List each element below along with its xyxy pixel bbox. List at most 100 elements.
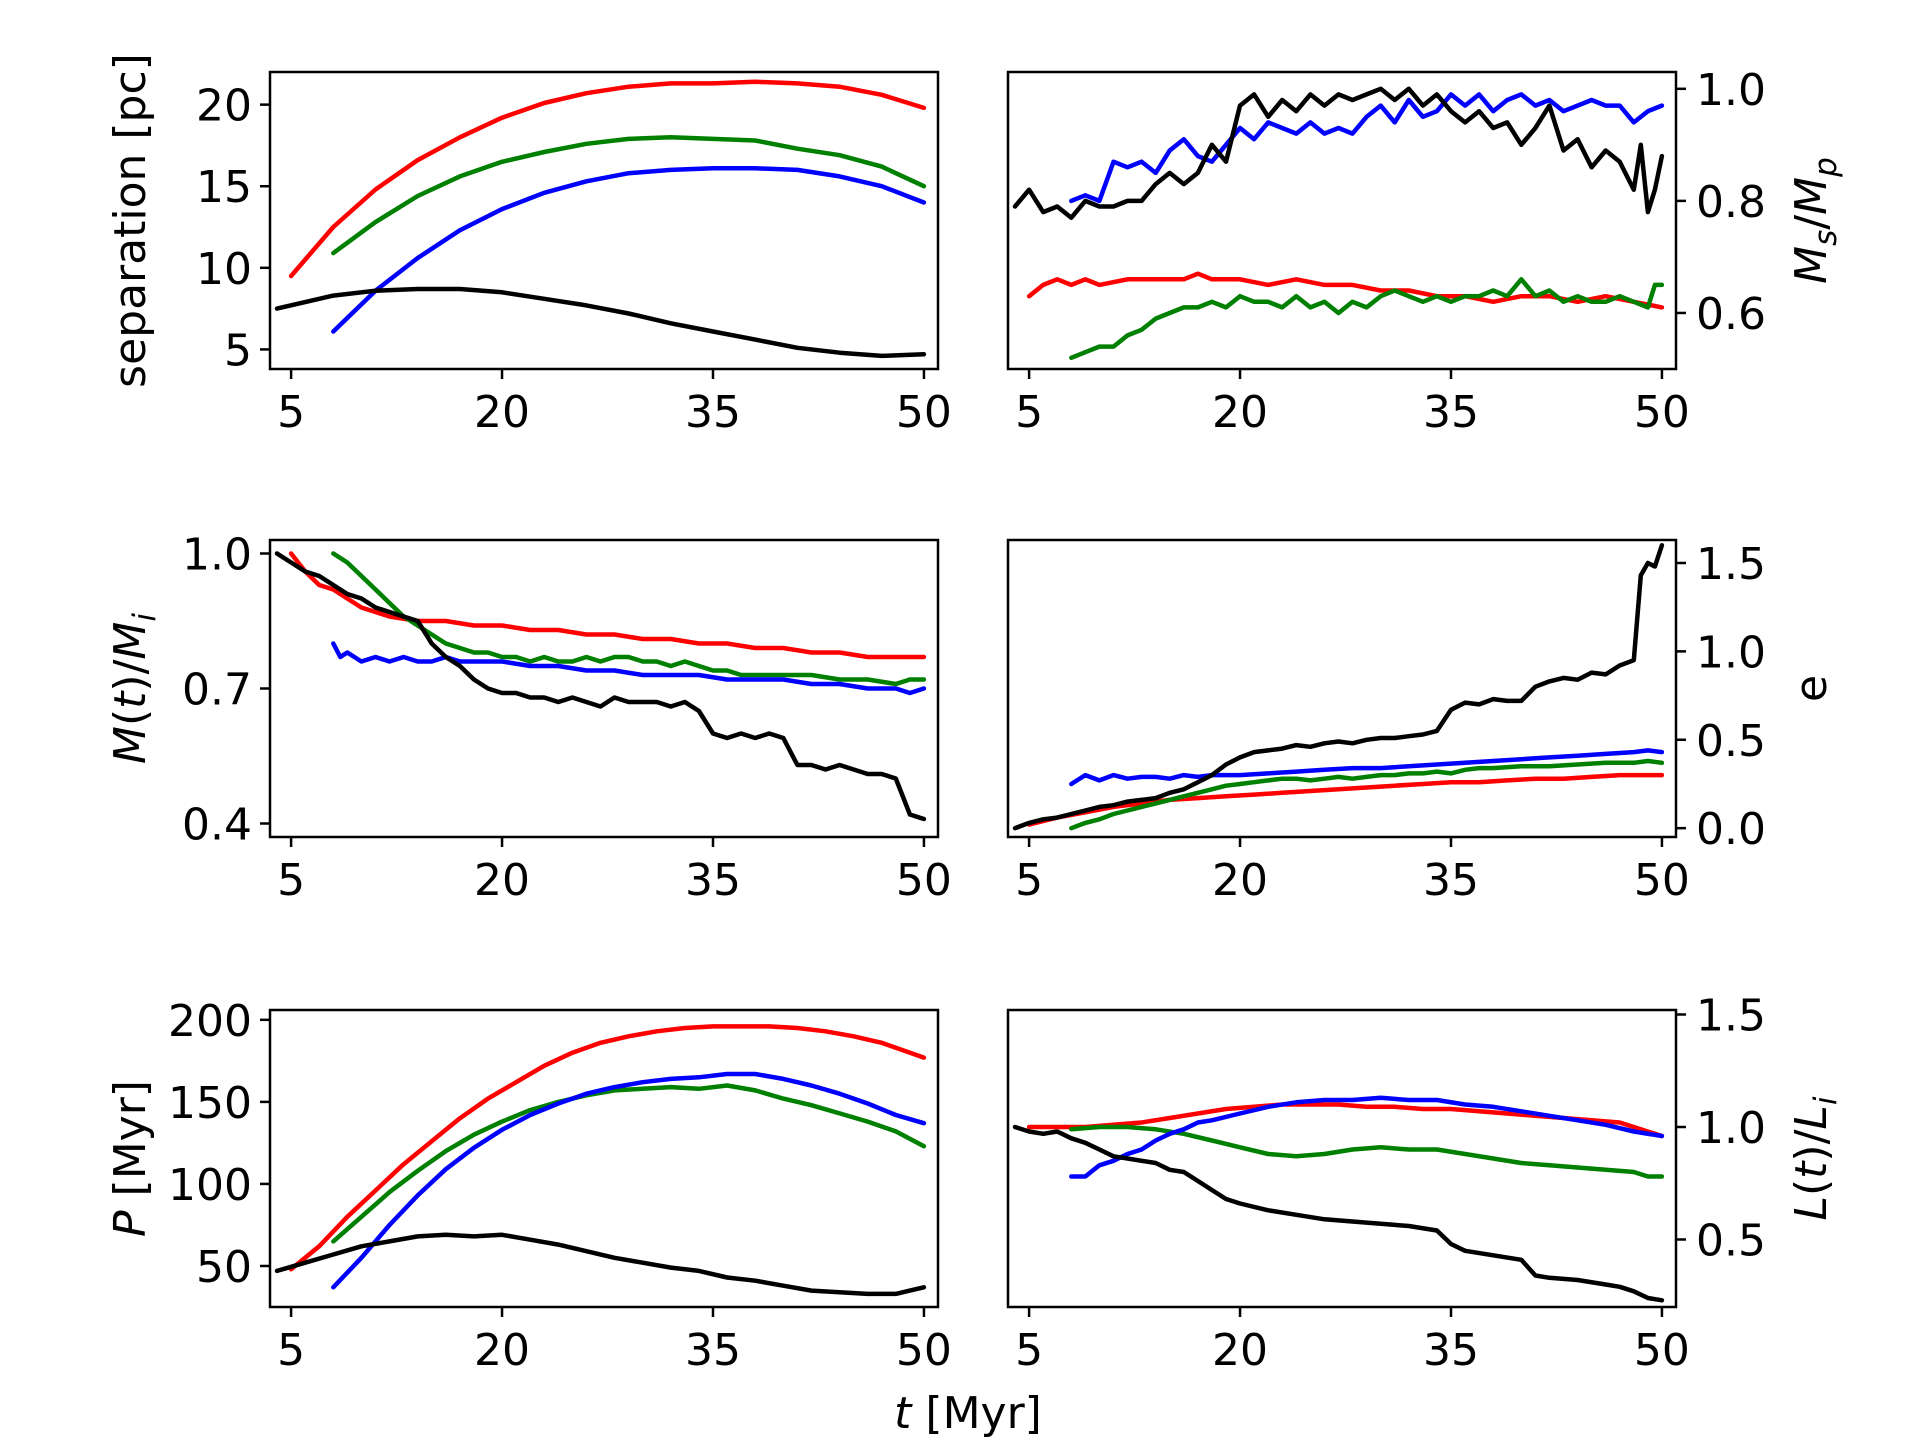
mass-fraction-xtick-label-50: 50 [896, 855, 952, 906]
luminosity-xtick-label-50: 50 [1634, 1325, 1690, 1376]
luminosity-ytick-label-0.5: 0.5 [1696, 1216, 1766, 1267]
luminosity-y-axis-label-part: )/ [1786, 1129, 1837, 1161]
separation-frame [268, 70, 940, 371]
luminosity-line-green [1069, 1124, 1665, 1179]
eccentricity-line-black [1012, 543, 1665, 831]
mass-ratio-line-blue [1069, 92, 1665, 204]
mass-fraction-y-axis-label-part: )/ [105, 659, 156, 691]
panel-mass-ratio: 5 20 35 500.6 0.8 1.0 Ms​/Mp​ [1006, 65, 1844, 438]
mass-fraction-ytick-label-0.4: 0.4 [182, 800, 252, 851]
period-xtick-label-20: 20 [474, 1325, 530, 1376]
period-line-blue [331, 1071, 927, 1290]
panel-luminosity: 5 20 35 50 0.5 1.0 1.5 L(t)/Li​ [1006, 991, 1844, 1376]
separation-ytick-label-20: 20 [196, 81, 252, 132]
luminosity-y-axis-label-part: i [1808, 1096, 1844, 1105]
luminosity-xtick-label-20: 20 [1212, 1325, 1268, 1376]
eccentricity-line-blue [1069, 748, 1665, 787]
luminosity-y-axis-label-part: L [1786, 1105, 1837, 1130]
mass-ratio-xtick-label-50: 50 [1634, 387, 1690, 438]
luminosity-ytick-label-1.5: 1.5 [1696, 991, 1766, 1042]
eccentricity-xtick-label-50: 50 [1634, 855, 1690, 906]
separation-ytick-label-10: 10 [196, 244, 252, 295]
eccentricity-xtick-label-20: 20 [1212, 855, 1268, 906]
x-axis-label-var: t [894, 1388, 913, 1439]
mass-ratio-xtick-label-5: 5 [1015, 387, 1043, 438]
period-y-axis-label-part: P [105, 1210, 156, 1237]
separation-xtick-label-5: 5 [277, 387, 305, 438]
eccentricity-xtick-label-5: 5 [1015, 855, 1043, 906]
mass-fraction-xtick-label-5: 5 [277, 855, 305, 906]
period-y-axis-label-part: [Myr] [105, 1080, 156, 1210]
mass-fraction-line-blue [331, 641, 927, 696]
luminosity-line-black [1012, 1124, 1665, 1303]
mass-ratio-ytick-label-0.6: 0.6 [1696, 289, 1766, 340]
mass-ratio-ytick-label-0.8: 0.8 [1696, 177, 1766, 228]
period-xtick-label-35: 35 [685, 1325, 741, 1376]
mass-fraction-y-axis-label-part: ( [105, 709, 156, 726]
eccentricity-line-green [1069, 758, 1665, 831]
separation-ytick-label-5: 5 [224, 325, 252, 376]
panel-mass-fraction: 5 20 35 50 0.4 0.7 1.0 M(t)/Mi​ [105, 530, 952, 907]
separation-y-axis-label: separation [pc] [105, 53, 156, 388]
eccentricity-ytick-label-1.5: 1.5 [1696, 539, 1766, 590]
mass-fraction-y-axis-label: M(t)/Mi​ [105, 613, 163, 764]
period-ytick-label-150: 150 [168, 1078, 252, 1129]
mass-ratio-y-axis-label-part: p [1808, 157, 1844, 178]
panel-separation: 5 20 35 50 5 10 15 20 separation [pc] [105, 53, 952, 438]
mass-ratio-y-axis-label-part: s [1808, 230, 1844, 246]
mass-fraction-ytick-label-1: 1.0 [182, 530, 252, 581]
period-line-black [274, 1232, 927, 1297]
mass-fraction-y-axis-label-part: t [105, 690, 156, 709]
separation-line-black [274, 286, 927, 359]
period-ytick-label-100: 100 [168, 1160, 252, 1211]
mass-fraction-y-axis-label-part: i [127, 613, 163, 622]
mass-fraction-line-black [274, 551, 927, 822]
mass-fraction-ytick-label-0.7: 0.7 [182, 665, 252, 716]
period-ytick-label-50: 50 [196, 1242, 252, 1293]
separation-ytick-label-15: 15 [196, 162, 252, 213]
mass-ratio-ytick-label-1: 1.0 [1696, 65, 1766, 116]
mass-fraction-xtick-label-35: 35 [685, 855, 741, 906]
separation-line-red [288, 79, 927, 279]
separation-xtick-label-35: 35 [685, 387, 741, 438]
luminosity-y-axis-label-part: t [1786, 1160, 1837, 1179]
eccentricity-frame [1006, 538, 1678, 839]
period-y-axis-label: P [Myr] [105, 1080, 156, 1237]
luminosity-y-axis-label-part: L [1786, 1196, 1837, 1221]
period-frame [268, 1008, 940, 1309]
mass-fraction-y-axis-label-part: M [105, 622, 156, 660]
luminosity-xtick-label-5: 5 [1015, 1325, 1043, 1376]
luminosity-y-axis-label: L(t)/Li​ [1786, 1096, 1844, 1220]
period-ytick-label-200: 200 [168, 996, 252, 1047]
separation-line-blue [331, 166, 927, 334]
x-axis-label: t [Myr] [894, 1388, 1042, 1439]
eccentricity-y-axis-label: e [1786, 675, 1837, 702]
period-xtick-label-5: 5 [277, 1325, 305, 1376]
mass-ratio-y-axis-label-part: M [1786, 177, 1837, 215]
luminosity-xtick-label-35: 35 [1423, 1325, 1479, 1376]
separation-xtick-label-50: 50 [896, 387, 952, 438]
mass-ratio-xtick-label-35: 35 [1423, 387, 1479, 438]
mass-ratio-y-axis-label-part: / [1786, 215, 1837, 230]
separation-line-green [331, 135, 927, 256]
mass-ratio-y-axis-label: Ms​/Mp​ [1786, 157, 1844, 284]
eccentricity-ytick-label-1: 1.0 [1696, 627, 1766, 678]
luminosity-frame [1006, 1008, 1678, 1309]
mass-ratio-line-black [1012, 86, 1665, 220]
period-xtick-label-50: 50 [896, 1325, 952, 1376]
panel-eccentricity: 5 20 35 500.0 0.5 1.0 1.5 e [1006, 538, 1837, 906]
eccentricity-line-red [1026, 772, 1665, 827]
mass-ratio-y-axis-label-part: M [1786, 246, 1837, 284]
eccentricity-y-axis-label-part: e [1786, 675, 1837, 702]
mass-ratio-xtick-label-20: 20 [1212, 387, 1268, 438]
eccentricity-xtick-label-35: 35 [1423, 855, 1479, 906]
mass-fraction-y-axis-label-part: M [105, 726, 156, 764]
luminosity-line-blue [1069, 1095, 1665, 1179]
eccentricity-ytick-label-0.5: 0.5 [1696, 716, 1766, 767]
period-line-green [331, 1083, 927, 1244]
mass-ratio-frame [1006, 70, 1678, 371]
separation-xtick-label-20: 20 [474, 387, 530, 438]
luminosity-y-axis-label-part: ( [1786, 1179, 1837, 1196]
